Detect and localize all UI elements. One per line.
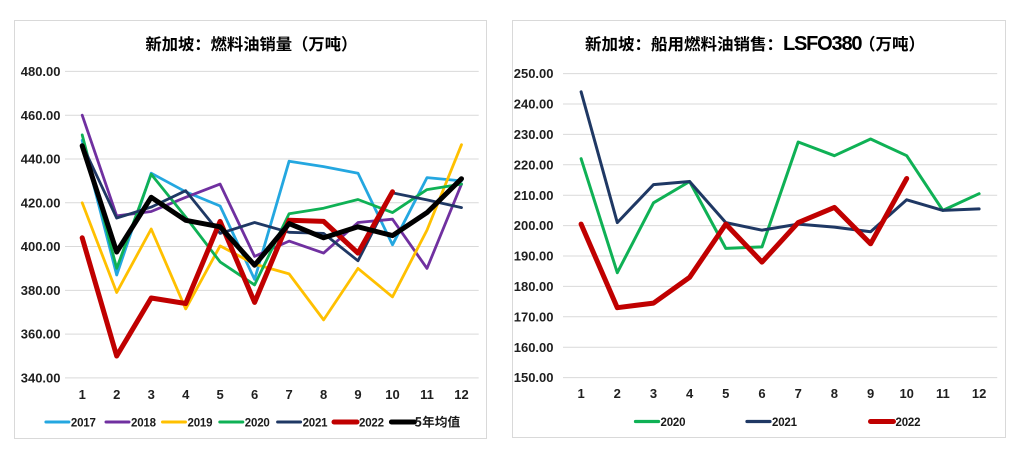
svg-text:220.00: 220.00	[514, 157, 554, 172]
svg-text:240.00: 240.00	[514, 97, 554, 112]
svg-text:200.00: 200.00	[514, 218, 554, 233]
svg-text:11: 11	[420, 387, 434, 402]
svg-text:2022: 2022	[896, 417, 921, 429]
svg-text:2019: 2019	[188, 418, 213, 430]
svg-text:LSFO380: LSFO380	[783, 33, 862, 55]
svg-text:190.00: 190.00	[514, 249, 554, 264]
svg-text:2: 2	[614, 386, 621, 401]
svg-text:5: 5	[722, 386, 729, 401]
svg-text:10: 10	[899, 386, 913, 401]
svg-text:150.00: 150.00	[514, 370, 554, 385]
svg-text:2020: 2020	[661, 417, 686, 429]
svg-text:4: 4	[686, 386, 694, 401]
svg-text:2018: 2018	[131, 418, 157, 430]
svg-text:10: 10	[385, 387, 399, 402]
svg-text:250.00: 250.00	[514, 66, 554, 81]
svg-text:1: 1	[79, 387, 86, 402]
svg-text:420.00: 420.00	[21, 195, 61, 210]
svg-text:440.00: 440.00	[21, 152, 61, 167]
svg-text:6: 6	[758, 386, 765, 401]
svg-text:360.00: 360.00	[21, 327, 61, 342]
svg-text:3: 3	[148, 387, 155, 402]
svg-text:2022: 2022	[359, 418, 384, 430]
svg-text:11: 11	[936, 386, 950, 401]
svg-text:340.00: 340.00	[21, 371, 61, 386]
svg-text:170.00: 170.00	[514, 309, 554, 324]
svg-text:2: 2	[113, 387, 120, 402]
svg-text:1: 1	[577, 386, 584, 401]
svg-text:160.00: 160.00	[514, 340, 554, 355]
svg-text:210.00: 210.00	[514, 188, 554, 203]
svg-text:2017: 2017	[71, 418, 96, 430]
svg-text:12: 12	[454, 387, 468, 402]
svg-text:400.00: 400.00	[21, 239, 61, 254]
svg-text:7: 7	[795, 386, 802, 401]
svg-text:8: 8	[831, 386, 838, 401]
svg-text:460.00: 460.00	[21, 108, 61, 123]
svg-text:2021: 2021	[772, 417, 798, 429]
svg-text:8: 8	[320, 387, 327, 402]
svg-text:3: 3	[650, 386, 657, 401]
svg-text:380.00: 380.00	[21, 283, 61, 298]
svg-text:9: 9	[354, 387, 361, 402]
svg-text:7: 7	[285, 387, 292, 402]
svg-text:4: 4	[182, 387, 190, 402]
svg-text:6: 6	[251, 387, 258, 402]
svg-text:2021: 2021	[303, 418, 329, 430]
svg-text:480.00: 480.00	[21, 64, 61, 79]
svg-text:230.00: 230.00	[514, 127, 554, 142]
svg-text:9: 9	[867, 386, 874, 401]
svg-text:2020: 2020	[245, 418, 270, 430]
svg-text:5: 5	[216, 387, 223, 402]
svg-text:180.00: 180.00	[514, 279, 554, 294]
svg-text:12: 12	[972, 386, 986, 401]
